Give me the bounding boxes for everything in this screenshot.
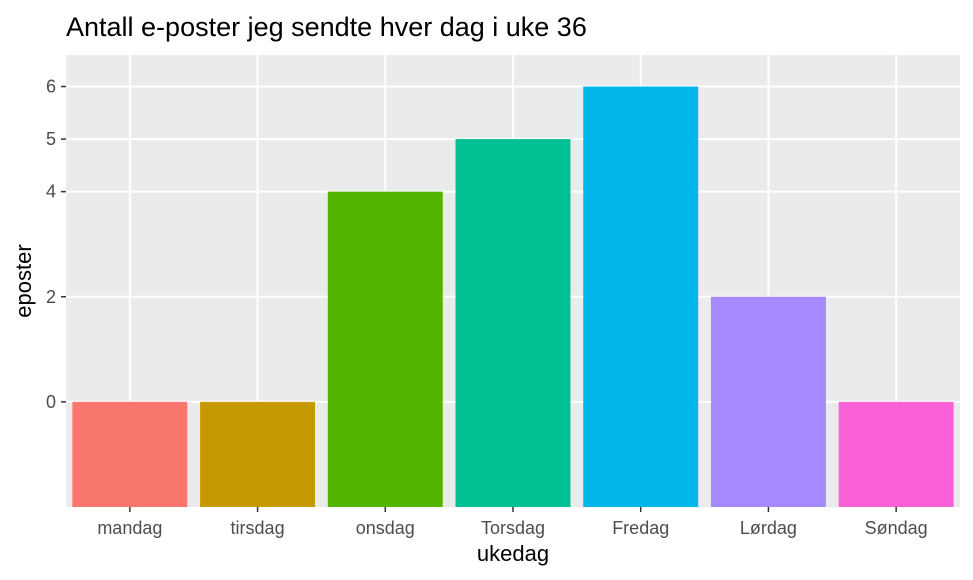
- x-tick-label: Søndag: [865, 518, 928, 538]
- y-tick-label: 0: [46, 392, 56, 412]
- chart-title: Antall e-poster jeg sendte hver dag i uk…: [66, 12, 587, 42]
- y-tick-label: 6: [46, 77, 56, 97]
- bar-1: [200, 401, 316, 507]
- x-tick-label: Fredag: [612, 518, 669, 538]
- x-tick-label: tirsdag: [231, 518, 285, 538]
- bars: [72, 86, 954, 507]
- x-tick-label: Lørdag: [740, 518, 797, 538]
- bar-5: [710, 296, 826, 507]
- x-tick-label: onsdag: [356, 518, 415, 538]
- y-tick-label: 5: [46, 129, 56, 149]
- bar-3: [455, 139, 571, 507]
- x-tick-label: mandag: [97, 518, 162, 538]
- bar-6: [838, 401, 954, 507]
- bar-4: [583, 86, 699, 507]
- x-axis-title: ukedag: [477, 541, 549, 566]
- x-axis-ticks: mandag tirsdag onsdag Torsdag Fredag Lørdag Sø…: [97, 507, 928, 538]
- y-tick-label: 4: [46, 182, 56, 202]
- y-axis-title: eposter: [11, 244, 36, 317]
- bar-2: [327, 191, 443, 507]
- bar-0: [72, 401, 188, 507]
- y-axis-ticks: 0 2 4 5 6: [46, 77, 66, 412]
- y-tick-label: 2: [46, 287, 56, 307]
- x-tick-label: Torsdag: [481, 518, 545, 538]
